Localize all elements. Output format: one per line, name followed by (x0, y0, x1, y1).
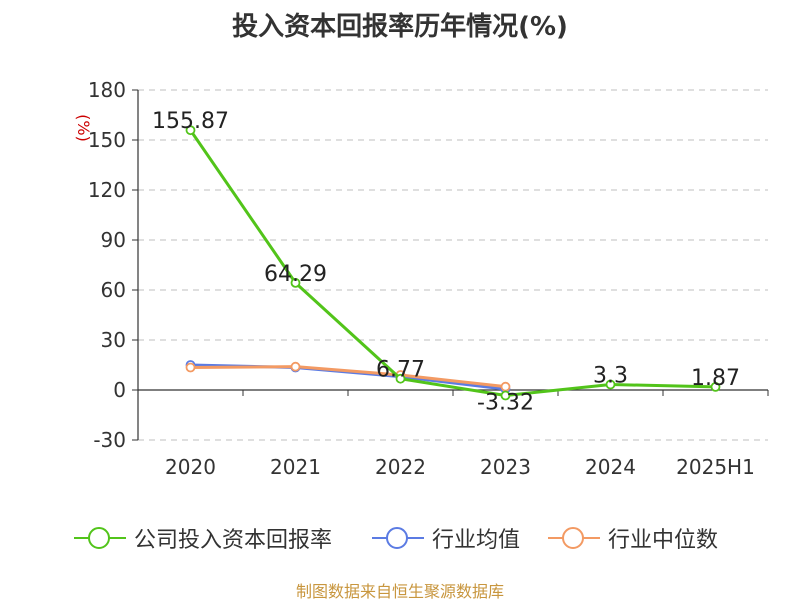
legend-item-company[interactable]: 公司投入资本回报率 (74, 520, 332, 556)
data-source-note: 制图数据来自恒生聚源数据库 (295, 582, 504, 601)
series-line (189, 129, 716, 398)
y-tick-label: -30 (93, 428, 126, 452)
axes: -30 0 30 60 90 120 150 180 2020 2021 2022 2023 2024 2… (74, 78, 769, 479)
legend-marker-icon (548, 526, 600, 550)
data-point (395, 373, 406, 384)
series-lines (185, 125, 721, 401)
x-tick-label: 2025H1 (676, 455, 755, 479)
data-labels: 155.87 64.29 6.77 -3.32 3.3 1.87 (152, 109, 740, 415)
legend-item-industry-average[interactable]: 行业均值 (372, 520, 520, 556)
x-tick-label: 2020 (165, 455, 216, 479)
data-label: 64.29 (264, 262, 327, 287)
data-point (500, 381, 511, 392)
y-tick-label: 60 (101, 278, 126, 302)
data-point (185, 362, 196, 373)
legend-label: 行业中位数 (608, 528, 719, 553)
x-tick-label: 2023 (480, 455, 531, 479)
data-label: 6.77 (376, 358, 425, 383)
y-tick-label: 30 (101, 328, 126, 352)
data-point (500, 390, 511, 401)
x-tick-label: 2024 (585, 455, 636, 479)
x-tick-label: 2021 (270, 455, 321, 479)
data-point (290, 361, 301, 372)
x-tick-label: 2022 (375, 455, 426, 479)
data-point (290, 277, 301, 288)
data-label: -3.32 (477, 391, 534, 416)
data-label: 3.3 (593, 364, 628, 389)
legend-label: 行业均值 (432, 528, 521, 553)
chart-title: 投入资本回报率历年情况(%) (232, 12, 568, 42)
legend-item-industry-median[interactable]: 行业中位数 (548, 520, 718, 556)
y-tick-label: 0 (113, 378, 126, 402)
legend-marker-icon (74, 526, 126, 550)
data-label: 155.87 (152, 109, 229, 134)
grid-lines (138, 89, 768, 441)
legend-marker-icon (372, 526, 424, 550)
data-point (710, 381, 721, 392)
y-tick-label: 90 (101, 228, 126, 252)
y-tick-label: 150 (88, 128, 126, 152)
data-point (185, 125, 196, 136)
data-point (605, 379, 616, 390)
y-axis-unit-label: (%) (74, 114, 93, 142)
legend-label: 公司投入资本回报率 (134, 528, 333, 553)
y-tick-label: 180 (88, 78, 126, 102)
data-label: 1.87 (691, 366, 740, 391)
legend: 公司投入资本回报率 行业均值 行业中位数 (0, 520, 800, 556)
series-line (190, 365, 506, 389)
y-tick-label: 120 (88, 178, 126, 202)
